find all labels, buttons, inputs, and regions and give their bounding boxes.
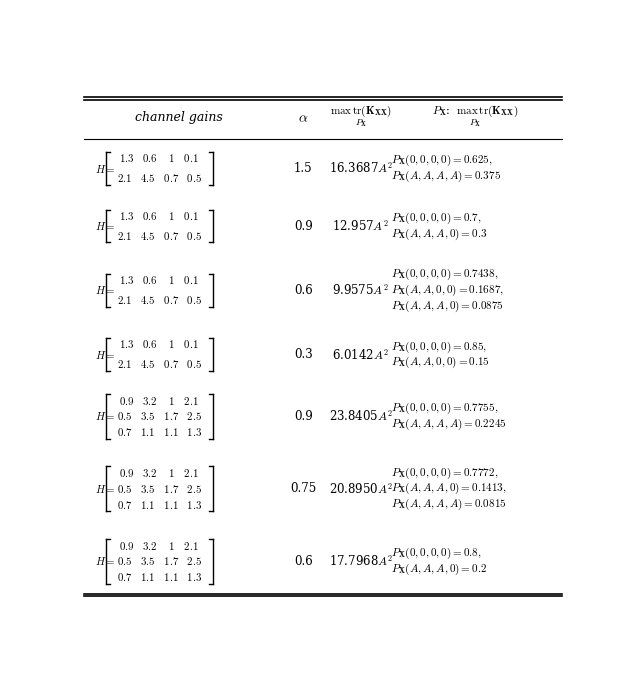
- Text: $P_{\mathbf{X}}(0,0,0,0) = 0.7755,$: $P_{\mathbf{X}}(0,0,0,0) = 0.7755,$: [391, 401, 498, 416]
- Text: $P_{\mathbf{X}}(0,0,0,0) = 0.85,$: $P_{\mathbf{X}}(0,0,0,0) = 0.85,$: [391, 339, 488, 355]
- Text: $P_{\mathbf{X}}(A,A,A,A) = 0.0815$: $P_{\mathbf{X}}(A,A,A,A) = 0.0815$: [391, 497, 507, 512]
- Text: $1.3\quad 0.6\quad\ 1\quad 0.1$: $1.3\quad 0.6\quad\ 1\quad 0.1$: [120, 210, 199, 221]
- Text: $0.9\quad 3.2\quad\ 1\quad 2.1$: $0.9\quad 3.2\quad\ 1\quad 2.1$: [120, 467, 199, 479]
- Text: 1.5: 1.5: [294, 162, 312, 175]
- Text: $H =$: $H =$: [95, 349, 116, 361]
- Text: $H =$: $H =$: [95, 411, 116, 422]
- Text: 9.9575$A^2$: 9.9575$A^2$: [333, 283, 389, 298]
- Text: 12.957$A^2$: 12.957$A^2$: [333, 219, 389, 234]
- Text: $P_{\mathbf{X}}$:  $\max\,\mathrm{tr}(\mathbf{K}_{\mathbf{XX}})$: $P_{\mathbf{X}}$: $\max\,\mathrm{tr}(\ma…: [432, 104, 518, 119]
- Text: $H =$: $H =$: [95, 220, 116, 232]
- Text: $2.1\quad 4.5\quad 0.7\quad 0.5$: $2.1\quad 4.5\quad 0.7\quad 0.5$: [117, 229, 202, 242]
- Text: $1.3\quad 0.6\quad\ 1\quad 0.1$: $1.3\quad 0.6\quad\ 1\quad 0.1$: [120, 152, 199, 164]
- Text: $1.3\quad 0.6\quad\ 1\quad 0.1$: $1.3\quad 0.6\quad\ 1\quad 0.1$: [120, 274, 199, 286]
- Text: $H =$: $H =$: [95, 483, 116, 495]
- Text: $2.1\quad 4.5\quad 0.7\quad 0.5$: $2.1\quad 4.5\quad 0.7\quad 0.5$: [117, 294, 202, 306]
- Text: $H =$: $H =$: [95, 285, 116, 296]
- Text: 23.8405$A^2$: 23.8405$A^2$: [329, 409, 392, 424]
- Text: $\max\,\mathrm{tr}(\mathbf{K}_{\mathbf{XX}})$: $\max\,\mathrm{tr}(\mathbf{K}_{\mathbf{X…: [329, 104, 392, 119]
- Text: $P_{\mathbf{X}}(A,A,A,0) = 0.3$: $P_{\mathbf{X}}(A,A,A,0) = 0.3$: [391, 226, 488, 242]
- Text: $P_{\mathbf{X}}(0,0,0,0) = 0.7438,$: $P_{\mathbf{X}}(0,0,0,0) = 0.7438,$: [391, 267, 498, 283]
- Text: 20.8950$A^2$: 20.8950$A^2$: [329, 481, 392, 496]
- Text: $0.5\quad 3.5\quad 1.7\quad 2.5$: $0.5\quad 3.5\quad 1.7\quad 2.5$: [117, 483, 202, 495]
- Text: channel gains: channel gains: [135, 112, 223, 125]
- Text: 16.3687$A^2$: 16.3687$A^2$: [328, 161, 393, 176]
- Text: $P_{\mathbf{X}}(A,A,A,0) = 0.1413,$: $P_{\mathbf{X}}(A,A,A,0) = 0.1413,$: [391, 481, 507, 496]
- Text: $2.1\quad 4.5\quad 0.7\quad 0.5$: $2.1\quad 4.5\quad 0.7\quad 0.5$: [117, 358, 202, 370]
- Text: $P_{\mathbf{X}}(A,A,A,0) = 0.0875$: $P_{\mathbf{X}}(A,A,A,0) = 0.0875$: [391, 298, 504, 314]
- Text: 0.6: 0.6: [294, 555, 312, 568]
- Text: $H =$: $H =$: [95, 163, 116, 174]
- Text: $P_{\mathbf{X}}(A,A,0,0) = 0.15$: $P_{\mathbf{X}}(A,A,0,0) = 0.15$: [391, 355, 490, 370]
- Text: $P_{\mathbf{X}}(A,A,A,A) = 0.2245$: $P_{\mathbf{X}}(A,A,A,A) = 0.2245$: [391, 417, 507, 432]
- Text: $P_{\mathbf{X}}$: $P_{\mathbf{X}}$: [469, 117, 482, 129]
- Text: $1.3\quad 0.6\quad\ 1\quad 0.1$: $1.3\quad 0.6\quad\ 1\quad 0.1$: [120, 338, 199, 350]
- Text: $0.5\quad 3.5\quad 1.7\quad 2.5$: $0.5\quad 3.5\quad 1.7\quad 2.5$: [117, 556, 202, 567]
- Text: $P_{\mathbf{X}}(0,0,0,0) = 0.8,$: $P_{\mathbf{X}}(0,0,0,0) = 0.8,$: [391, 546, 482, 561]
- Text: $P_{\mathbf{X}}(A,A,A,0) = 0.2$: $P_{\mathbf{X}}(A,A,A,0) = 0.2$: [391, 562, 487, 577]
- Text: $0.9\quad 3.2\quad\ 1\quad 2.1$: $0.9\quad 3.2\quad\ 1\quad 2.1$: [120, 539, 199, 552]
- Text: 0.9: 0.9: [294, 219, 312, 233]
- Text: $0.7\quad 1.1\quad 1.1\quad 1.3$: $0.7\quad 1.1\quad 1.1\quad 1.3$: [117, 426, 202, 438]
- Text: $P_{\mathbf{X}}(0,0,0,0) = 0.7,$: $P_{\mathbf{X}}(0,0,0,0) = 0.7,$: [391, 210, 482, 226]
- Text: $P_{\mathbf{X}}(A,A,A,A) = 0.375$: $P_{\mathbf{X}}(A,A,A,A) = 0.375$: [391, 169, 501, 184]
- Text: 17.7968$A^2$: 17.7968$A^2$: [328, 554, 393, 569]
- Text: $P_{\mathbf{X}}(A,A,0,0) = 0.1687,$: $P_{\mathbf{X}}(A,A,0,0) = 0.1687,$: [391, 283, 504, 298]
- Text: $0.7\quad 1.1\quad 1.1\quad 1.3$: $0.7\quad 1.1\quad 1.1\quad 1.3$: [117, 571, 202, 583]
- Text: $0.5\quad 3.5\quad 1.7\quad 2.5$: $0.5\quad 3.5\quad 1.7\quad 2.5$: [117, 411, 202, 422]
- Text: 0.75: 0.75: [290, 482, 316, 495]
- Text: $\alpha$: $\alpha$: [298, 111, 309, 125]
- Text: $P_{\mathbf{X}}(0,0,0,0) = 0.7772,$: $P_{\mathbf{X}}(0,0,0,0) = 0.7772,$: [391, 466, 498, 481]
- Text: $2.1\quad 4.5\quad 0.7\quad 0.5$: $2.1\quad 4.5\quad 0.7\quad 0.5$: [117, 172, 202, 184]
- Text: 0.3: 0.3: [294, 348, 312, 361]
- Text: 0.9: 0.9: [294, 410, 312, 423]
- Text: 0.6: 0.6: [294, 284, 312, 297]
- Text: $0.9\quad 3.2\quad\ 1\quad 2.1$: $0.9\quad 3.2\quad\ 1\quad 2.1$: [120, 394, 199, 407]
- Text: $P_{\mathbf{X}}(0,0,0,0) = 0.625,$: $P_{\mathbf{X}}(0,0,0,0) = 0.625,$: [391, 153, 493, 168]
- Text: $H =$: $H =$: [95, 556, 116, 567]
- Text: $P_{\mathbf{X}}$: $P_{\mathbf{X}}$: [355, 117, 367, 129]
- Text: 6.0142$A^2$: 6.0142$A^2$: [332, 347, 389, 362]
- Text: $0.7\quad 1.1\quad 1.1\quad 1.3$: $0.7\quad 1.1\quad 1.1\quad 1.3$: [117, 498, 202, 511]
